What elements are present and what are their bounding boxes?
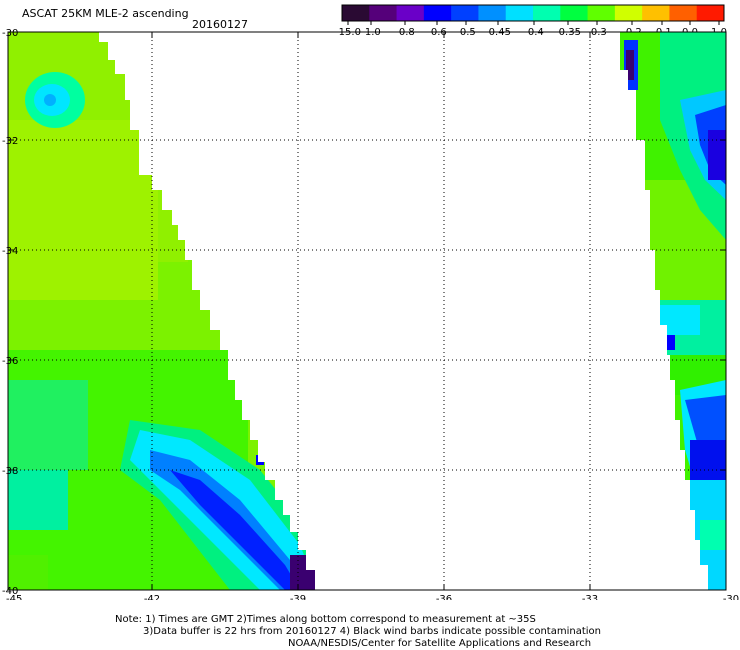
note-line-1: Note: 1) Times are GMT 2)Times along bot…: [115, 614, 536, 625]
axis-ticks: [7, 31, 727, 591]
colorbar-frame: [341, 4, 725, 22]
latitude-label: -30: [2, 28, 18, 39]
latitude-label: -36: [2, 356, 18, 367]
latitude-label: -40: [2, 586, 18, 597]
colorbar-swatch: [396, 5, 425, 21]
graticule: [8, 32, 726, 590]
colorbar-swatch: [369, 5, 398, 21]
colorbar-swatch: [696, 5, 725, 21]
colorbar-swatch: [642, 5, 670, 21]
swath-map: -30-32-34-36-38-40 -45-42-39-36-33-30 1:…: [2, 28, 739, 600]
latitude-label: -32: [2, 136, 18, 147]
colorbar-swatch: [451, 5, 479, 21]
colorbar-swatch: [587, 5, 616, 21]
longitude-label: -42: [144, 594, 160, 600]
latitude-labels: -30 -32 -34 -36 -38 -40: [2, 28, 18, 597]
longitude-label: -33: [582, 594, 598, 600]
latitude-label: -38: [2, 466, 18, 477]
map-frame: [7, 31, 727, 591]
colorbar-swatch: [342, 5, 370, 21]
note-line-3: NOAA/NESDIS/Center for Satellite Applica…: [288, 638, 592, 649]
product-date: 20160127: [192, 18, 248, 31]
colorbar-swatch: [478, 5, 507, 21]
colorbar-swatch: [423, 5, 452, 21]
colorbar-swatch: [669, 5, 698, 21]
longitude-label: -30: [723, 594, 739, 600]
colorbar-swatch: [533, 5, 561, 21]
swath-right: [620, 32, 726, 590]
longitude-labels: -45 -42 -39 -36 -33 -30: [6, 594, 739, 600]
note-line-2: 3)Data buffer is 22 hrs from 20160127 4)…: [143, 626, 601, 637]
colorbar-swatch: [560, 5, 589, 21]
colorbar-swatches: [342, 5, 725, 21]
longitude-label: -36: [436, 594, 452, 600]
product-title: ASCAT 25KM MLE-2 ascending: [22, 7, 189, 20]
colorbar-swatch: [614, 5, 643, 21]
latitude-label: -34: [2, 246, 18, 257]
longitude-label: -45: [6, 594, 22, 600]
colorbar-swatch: [505, 5, 534, 21]
swath-left: [8, 32, 315, 590]
longitude-label: -39: [290, 594, 306, 600]
